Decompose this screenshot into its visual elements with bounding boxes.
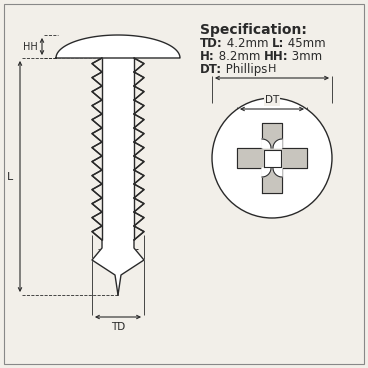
Text: H:: H: xyxy=(200,50,215,63)
Text: L: L xyxy=(7,171,13,181)
Text: TD:: TD: xyxy=(200,37,223,50)
Polygon shape xyxy=(237,123,307,193)
Polygon shape xyxy=(262,139,271,148)
Polygon shape xyxy=(102,58,134,240)
Polygon shape xyxy=(273,139,282,148)
Text: DT:: DT: xyxy=(200,63,222,76)
Polygon shape xyxy=(92,240,144,295)
Text: 8.2mm: 8.2mm xyxy=(215,50,264,63)
Text: HH: HH xyxy=(22,42,38,52)
Polygon shape xyxy=(262,168,271,177)
Polygon shape xyxy=(263,149,280,166)
Text: 3mm: 3mm xyxy=(289,50,323,63)
Polygon shape xyxy=(273,168,282,177)
Text: L:: L: xyxy=(272,37,284,50)
Text: HH:: HH: xyxy=(264,50,289,63)
Text: H: H xyxy=(268,64,276,74)
Text: Phillips: Phillips xyxy=(222,63,268,76)
Text: DT: DT xyxy=(265,95,279,105)
Polygon shape xyxy=(56,35,180,58)
Circle shape xyxy=(212,98,332,218)
Text: 4.2mm: 4.2mm xyxy=(223,37,272,50)
Text: TD: TD xyxy=(111,322,125,332)
Text: 45mm: 45mm xyxy=(284,37,326,50)
Text: Specification:: Specification: xyxy=(200,23,307,37)
